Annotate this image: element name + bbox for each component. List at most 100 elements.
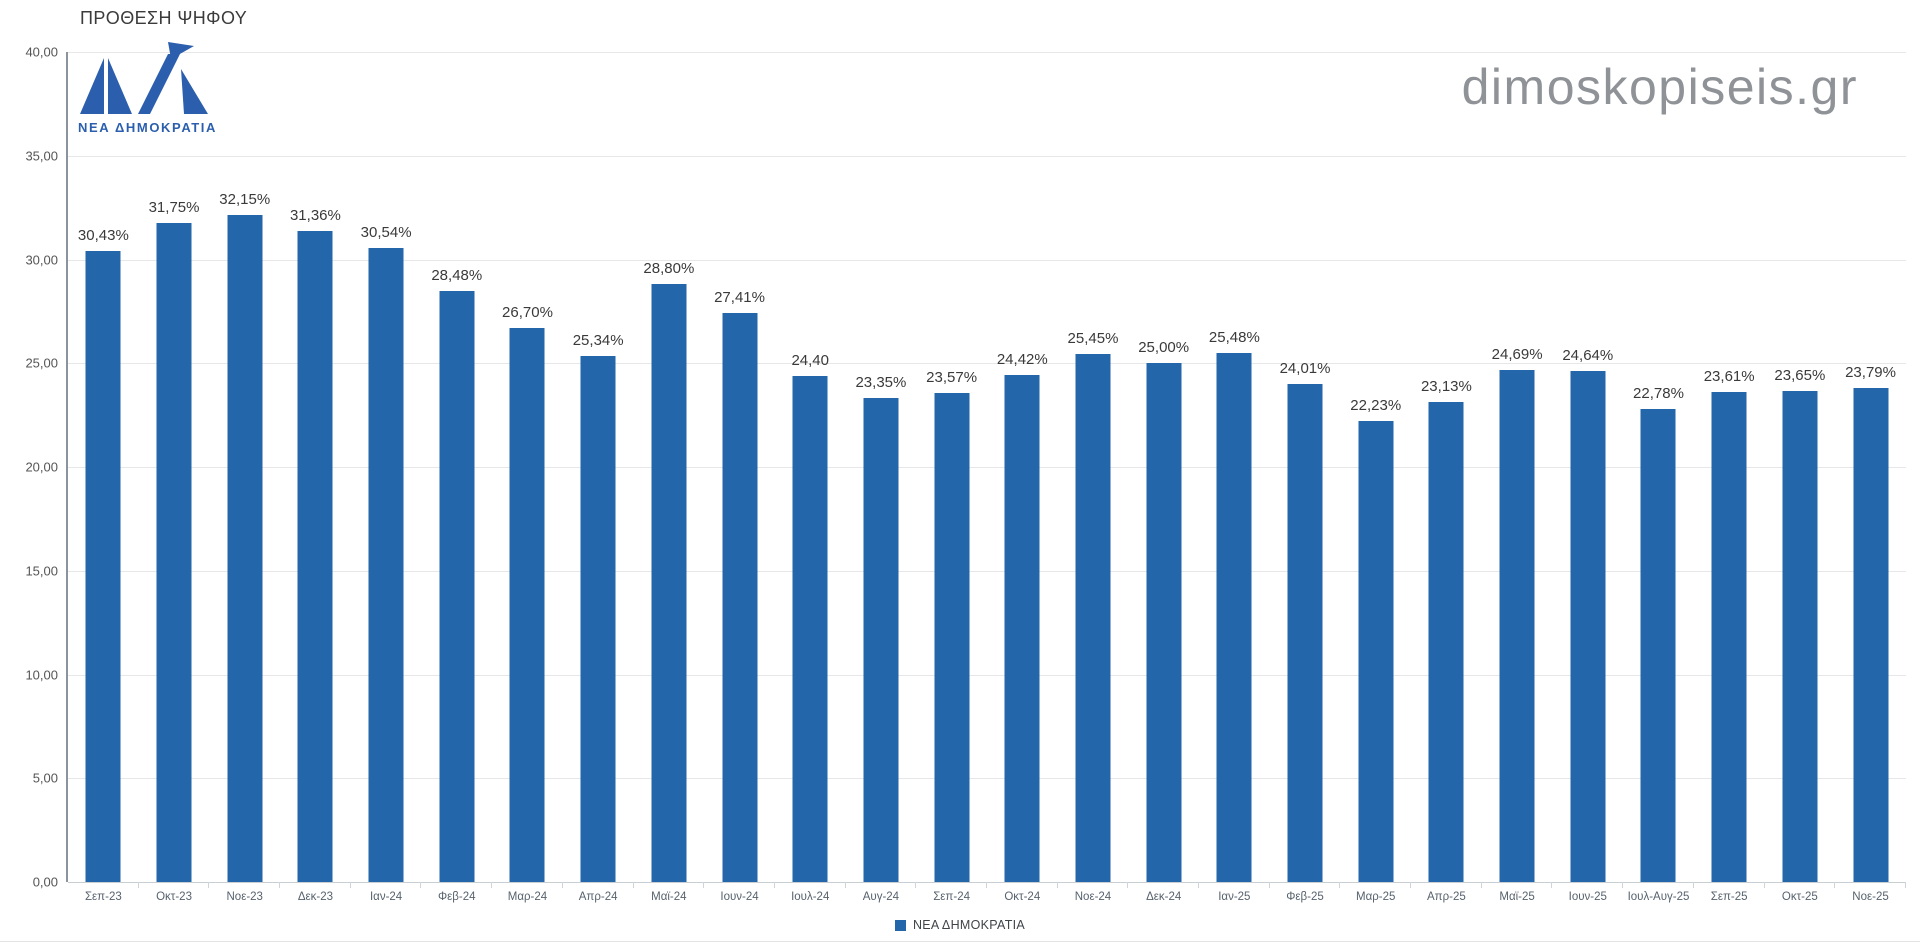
bar-value-label: 27,41% — [714, 289, 765, 307]
x-axis-label: Ιουν-25 — [1568, 891, 1607, 903]
axis-tick — [1410, 882, 1412, 888]
bar-column: 31,75% Οκτ-23 — [139, 52, 210, 903]
bar-column: 23,57% Σεπ-24 — [916, 52, 987, 903]
axis-tick — [279, 882, 281, 888]
bar[interactable] — [1853, 388, 1889, 882]
bar[interactable] — [368, 248, 404, 882]
bar-value-label: 28,80% — [643, 260, 695, 278]
bar-value-label: 22,78% — [1633, 385, 1684, 403]
bar[interactable] — [792, 375, 828, 882]
bar-column: 31,36% Δεκ-23 — [280, 52, 351, 903]
plot-area: 40,00 35,00 30,00 25,00 20,00 15,00 10,00 5,00 0… — [25, 45, 1906, 903]
bar[interactable] — [1428, 402, 1464, 882]
axis-tick — [985, 882, 987, 888]
bar[interactable] — [439, 291, 475, 882]
bar[interactable] — [934, 392, 970, 882]
y-axis-tick-label: 35,00 — [25, 148, 58, 164]
axis-tick — [420, 882, 422, 888]
legend: ΝΕΑ ΔΗΜΟΚΡΑΤΙΑ — [0, 918, 1920, 932]
y-axis-tick-label: 40,00 — [25, 44, 58, 60]
axis-tick — [773, 882, 775, 888]
bar-column: 26,70% Μαρ-24 — [492, 52, 563, 903]
bar-column: 25,34% Απρ-24 — [563, 52, 634, 903]
gridline — [68, 52, 1906, 53]
bar-column: 25,45% Νοε-24 — [1058, 52, 1129, 903]
bar[interactable] — [297, 231, 333, 882]
bar-value-label: 25,34% — [572, 332, 624, 350]
bar-value-label: 23,65% — [1774, 367, 1826, 385]
axis-tick — [1198, 882, 1199, 888]
bar[interactable] — [1499, 369, 1535, 882]
x-axis-label: Μαϊ-24 — [651, 891, 687, 903]
bar-value-label: 30,43% — [77, 226, 129, 244]
bar[interactable] — [1216, 353, 1252, 882]
x-axis-label: Ιαν-24 — [369, 891, 403, 903]
bar-column: 23,35% Αυγ-24 — [846, 52, 917, 903]
bar-value-label: 24,01% — [1279, 359, 1331, 377]
x-axis-label: Οκτ-25 — [1781, 891, 1818, 903]
x-axis-label: Φεβ-24 — [438, 891, 476, 903]
x-axis-label: Δεκ-23 — [297, 891, 333, 903]
axis-tick — [491, 882, 493, 888]
bar-column: 30,54% Ιαν-24 — [351, 52, 422, 903]
x-axis-label: Νοε-24 — [1074, 891, 1112, 903]
bar[interactable] — [1711, 392, 1747, 882]
axis-tick — [1268, 882, 1270, 888]
bar-column: 24,69% Μαϊ-25 — [1482, 52, 1553, 903]
axis-tick — [1622, 882, 1624, 888]
bar[interactable] — [509, 327, 545, 882]
bar[interactable] — [1782, 391, 1818, 882]
bar-column: 32,15% Νοε-23 — [209, 52, 281, 903]
bar-value-label: 24,42% — [996, 351, 1048, 369]
bar[interactable] — [651, 284, 687, 882]
axis-tick — [1056, 882, 1058, 888]
bar[interactable] — [1075, 353, 1111, 882]
x-axis-label: Οκτ-24 — [1004, 891, 1041, 903]
bar[interactable] — [722, 313, 758, 882]
bar[interactable] — [156, 223, 192, 882]
bar-value-label: 32,15% — [219, 190, 271, 208]
bar[interactable] — [227, 214, 263, 882]
bar[interactable] — [1004, 375, 1040, 882]
axis-tick — [1692, 882, 1694, 888]
axis-tick — [349, 882, 351, 888]
bar-column: 23,65% Οκτ-25 — [1765, 52, 1836, 903]
x-axis-label: Σεπ-25 — [1710, 891, 1748, 903]
bar-value-label: 31,75% — [148, 199, 200, 217]
bar[interactable] — [1640, 409, 1676, 882]
bar-column: 23,61% Σεπ-25 — [1694, 52, 1765, 903]
gridline — [68, 259, 1906, 261]
x-axis-label: Απρ-24 — [578, 891, 618, 903]
bar[interactable] — [1287, 383, 1323, 882]
axis-tick — [137, 882, 139, 888]
bar-column: 27,41% Ιουν-24 — [704, 52, 775, 903]
bar[interactable] — [1570, 370, 1606, 882]
bar-column: 25,00% Δεκ-24 — [1128, 52, 1199, 903]
x-axis-label: Νοε-23 — [226, 891, 263, 903]
legend-swatch-icon — [894, 919, 906, 931]
bar[interactable] — [863, 397, 899, 882]
bar-column: 25,48% Ιαν-25 — [1199, 52, 1270, 903]
bar[interactable] — [1358, 420, 1394, 882]
x-axis-label: Ιαν-25 — [1218, 891, 1251, 903]
axis-tick — [1127, 882, 1129, 888]
x-axis-label: Δεκ-24 — [1146, 891, 1182, 903]
bar-column: 22,23% Μαρ-25 — [1340, 52, 1412, 903]
nea-dimokratia-logo-icon — [80, 42, 208, 114]
x-axis-label: Μαρ-25 — [1356, 891, 1396, 903]
bar-value-label: 24,69% — [1491, 345, 1543, 363]
bottom-divider — [0, 941, 1920, 942]
bar-value-label: 25,45% — [1067, 329, 1119, 347]
bar[interactable] — [1146, 363, 1182, 882]
bar-value-label: 23,79% — [1845, 364, 1896, 382]
bar[interactable] — [580, 356, 616, 882]
gridline — [68, 778, 1906, 780]
y-axis-tick-label: 10,00 — [25, 667, 58, 682]
y-axis-tick-label: 30,00 — [25, 252, 58, 267]
gridline — [68, 674, 1906, 676]
bar[interactable] — [85, 250, 121, 882]
bar-column: 24,01% Φεβ-25 — [1270, 52, 1341, 903]
axis-tick — [1904, 882, 1906, 888]
bar-column: 24,64% Ιουν-25 — [1552, 52, 1624, 903]
